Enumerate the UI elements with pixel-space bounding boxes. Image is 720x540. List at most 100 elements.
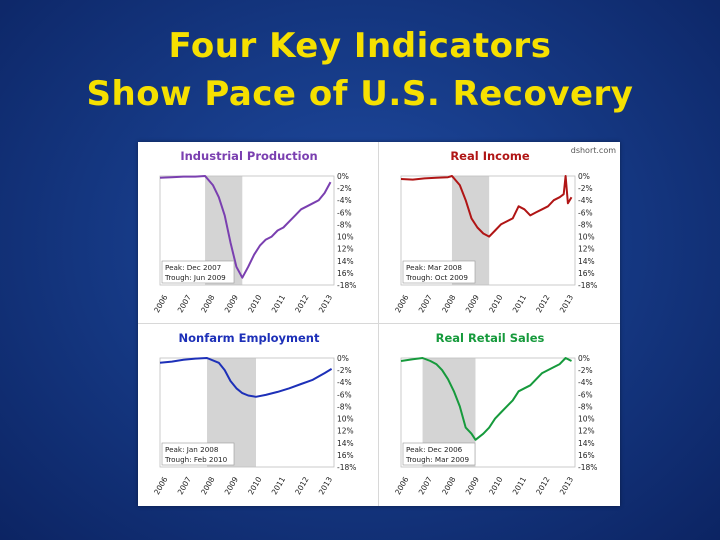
annotation-box bbox=[402, 260, 476, 284]
x-tick-label: 2012 bbox=[534, 475, 551, 496]
y-tick-label: -8% bbox=[337, 220, 352, 229]
chart-svg: Real Income 0% -2% -4% -6% -8% 10% 12% 14% 16% -18… bbox=[393, 149, 597, 314]
x-tick-label: 2010 bbox=[487, 475, 504, 496]
x-tick-label: 2007 bbox=[176, 293, 193, 314]
annotation-text: Peak: Mar 2008 bbox=[406, 263, 462, 272]
annotation-text: Peak: Dec 2007 bbox=[165, 263, 221, 272]
x-tick-label: 2013 bbox=[558, 475, 575, 496]
chart-svg: Real Retail Sales 0% -2% -4% -6% -8% 10% 12% 14%… bbox=[393, 331, 597, 496]
x-tick-label: 2010 bbox=[246, 475, 263, 496]
chart-title: Nonfarm Employment bbox=[178, 331, 320, 345]
annotation-text: Peak: Jan 2008 bbox=[165, 445, 219, 454]
x-tick-label: 2012 bbox=[534, 293, 551, 314]
annotation-text: Trough: Jun 2009 bbox=[164, 273, 226, 282]
y-tick-label: 16% bbox=[337, 451, 354, 460]
plot-frame bbox=[159, 357, 335, 468]
y-tick-label: 14% bbox=[578, 257, 595, 266]
y-tick-label: -2% bbox=[337, 366, 352, 375]
x-tick-label: 2008 bbox=[199, 475, 216, 496]
plot-frame bbox=[159, 175, 335, 286]
annotation-box bbox=[402, 442, 476, 466]
y-tick-label: 0% bbox=[337, 172, 349, 181]
y-tick-label: -18% bbox=[337, 281, 356, 290]
y-tick-label: -6% bbox=[337, 390, 352, 399]
series-line bbox=[159, 175, 332, 279]
y-tick-label: -4% bbox=[337, 378, 352, 387]
y-tick-label: -18% bbox=[337, 463, 356, 472]
x-tick-label: 2013 bbox=[317, 475, 334, 496]
y-tick-label: -2% bbox=[337, 184, 352, 193]
annotation-box bbox=[161, 260, 235, 284]
chart-title: Real Income bbox=[450, 149, 530, 163]
y-tick-label: 0% bbox=[337, 354, 349, 363]
chart-title: Real Retail Sales bbox=[436, 331, 545, 345]
y-tick-label: 14% bbox=[578, 439, 595, 448]
x-tick-label: 2013 bbox=[558, 293, 575, 314]
panel-real-retail-sales: Real Retail Sales 0% -2% -4% -6% -8% 10% 12% 14%… bbox=[379, 324, 619, 505]
y-tick-label: -4% bbox=[578, 378, 593, 387]
x-tick-label: 2008 bbox=[199, 293, 216, 314]
panel-divider-horizontal bbox=[138, 323, 620, 324]
y-tick-label: 16% bbox=[337, 269, 354, 278]
x-tick-label: 2006 bbox=[393, 293, 410, 314]
y-tick-label: -18% bbox=[578, 281, 597, 290]
y-tick-label: -6% bbox=[578, 390, 593, 399]
y-tick-label: -6% bbox=[578, 208, 593, 217]
y-tick-label: 12% bbox=[578, 245, 595, 254]
chart-svg: Nonfarm Employment 0% -2% -4% -6% -8% 10% 12% 14… bbox=[152, 331, 356, 496]
x-tick-label: 2007 bbox=[176, 475, 193, 496]
x-tick-label: 2013 bbox=[317, 293, 334, 314]
x-tick-label: 2012 bbox=[293, 293, 310, 314]
annotation-text: Trough: Feb 2010 bbox=[164, 455, 228, 464]
y-tick-label: 14% bbox=[337, 257, 354, 266]
series-line bbox=[400, 175, 573, 238]
y-tick-label: -18% bbox=[578, 463, 597, 472]
chart-figure: Industrial Production 0% -2% -4% -6% -8% 10% 12… bbox=[138, 142, 620, 506]
annotation-text: Trough: Oct 2009 bbox=[405, 273, 468, 282]
credit-label: dshort.com bbox=[570, 146, 616, 155]
x-tick-label: 2008 bbox=[440, 293, 457, 314]
panel-divider-vertical bbox=[378, 142, 379, 506]
annotation-box bbox=[161, 442, 235, 466]
series-line bbox=[159, 357, 333, 398]
x-tick-label: 2010 bbox=[246, 293, 263, 314]
y-tick-label: 10% bbox=[578, 233, 595, 242]
panel-nonfarm-employment: Nonfarm Employment 0% -2% -4% -6% -8% 10% 12% 14… bbox=[138, 324, 378, 505]
y-tick-label: 10% bbox=[337, 233, 354, 242]
y-tick-label: -6% bbox=[337, 208, 352, 217]
y-tick-label: -8% bbox=[578, 402, 593, 411]
y-tick-label: 10% bbox=[337, 415, 354, 424]
panel-real-income: Real Income 0% -2% -4% -6% -8% 10% 12% 14% 16% -18… bbox=[379, 142, 619, 323]
x-tick-label: 2011 bbox=[511, 475, 528, 496]
y-tick-label: -2% bbox=[578, 366, 593, 375]
panel-industrial-production: Industrial Production 0% -2% -4% -6% -8% 10% 12… bbox=[138, 142, 378, 323]
slide-title-line-1: Four Key Indicators bbox=[168, 26, 552, 66]
series-line bbox=[400, 357, 572, 441]
x-tick-label: 2009 bbox=[464, 475, 481, 496]
annotation-text: Trough: Mar 2009 bbox=[405, 455, 469, 464]
x-tick-label: 2006 bbox=[152, 475, 169, 496]
plot-frame bbox=[400, 175, 576, 286]
x-tick-label: 2006 bbox=[393, 475, 410, 496]
y-tick-label: -8% bbox=[337, 402, 352, 411]
x-tick-label: 2012 bbox=[293, 475, 310, 496]
x-tick-label: 2006 bbox=[152, 293, 169, 314]
y-tick-label: 12% bbox=[337, 245, 354, 254]
y-tick-label: 16% bbox=[578, 451, 595, 460]
y-tick-label: 0% bbox=[578, 172, 590, 181]
x-tick-label: 2011 bbox=[511, 293, 528, 314]
chart-svg: Industrial Production 0% -2% -4% -6% -8% 10% 12… bbox=[152, 149, 356, 314]
y-tick-label: 0% bbox=[578, 354, 590, 363]
x-tick-label: 2009 bbox=[223, 475, 240, 496]
plot-frame bbox=[400, 357, 576, 468]
y-tick-label: 14% bbox=[337, 439, 354, 448]
x-tick-label: 2008 bbox=[440, 475, 457, 496]
y-tick-label: 16% bbox=[578, 269, 595, 278]
x-tick-label: 2011 bbox=[270, 293, 287, 314]
y-tick-label: -8% bbox=[578, 220, 593, 229]
y-tick-label: 12% bbox=[578, 427, 595, 436]
y-tick-label: -4% bbox=[337, 196, 352, 205]
x-tick-label: 2011 bbox=[270, 475, 287, 496]
slide-title-line-2: Show Pace of U.S. Recovery bbox=[86, 74, 634, 114]
x-tick-label: 2009 bbox=[223, 293, 240, 314]
